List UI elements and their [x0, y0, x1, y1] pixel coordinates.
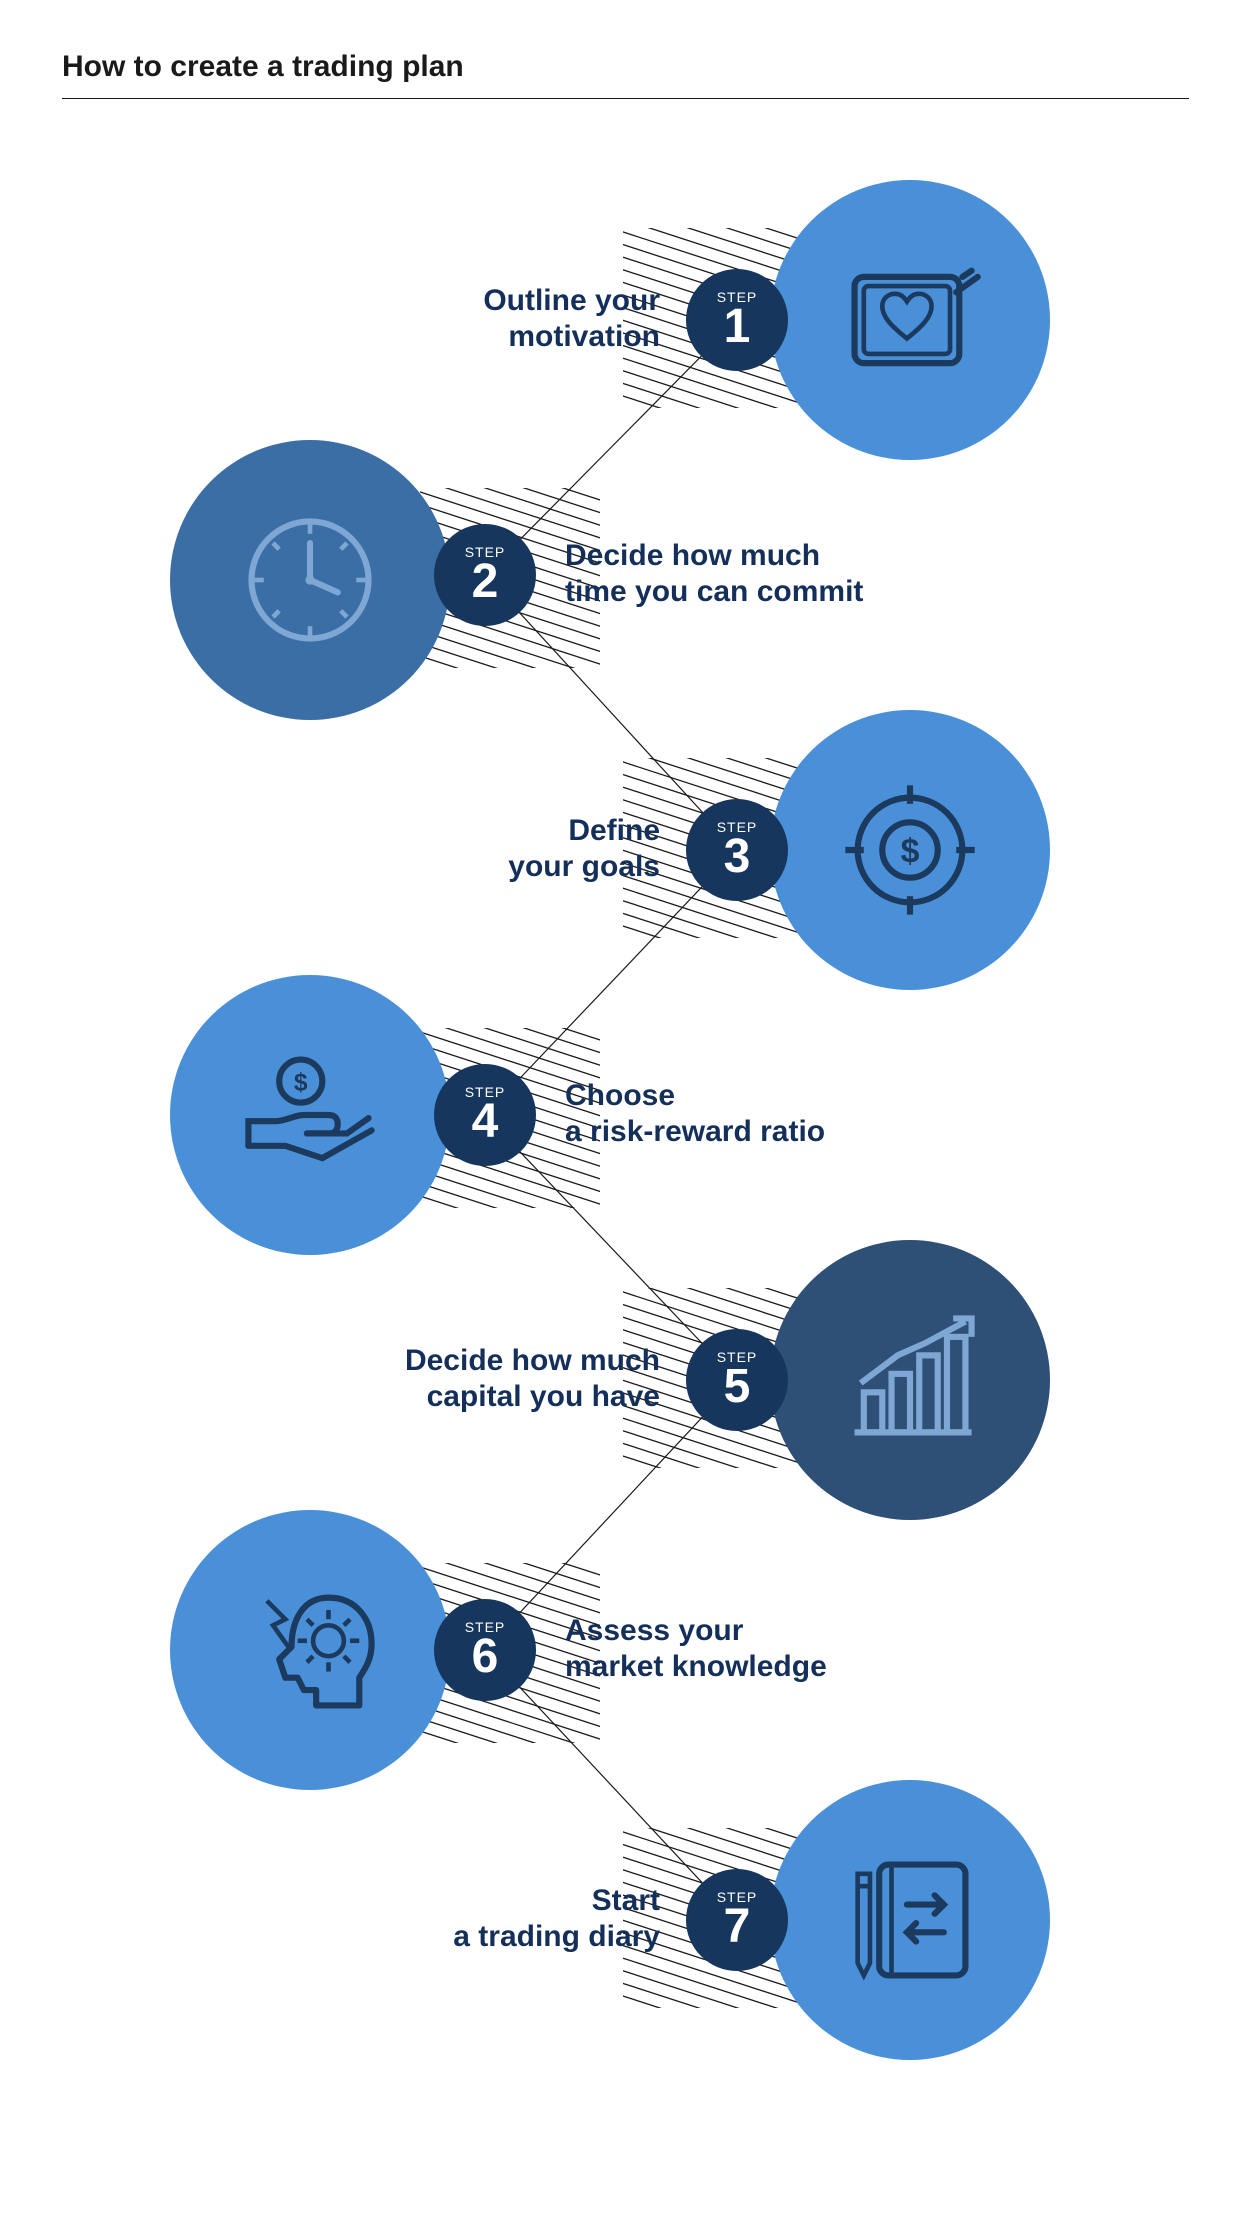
step-badge: STEP1	[686, 269, 788, 371]
step-icon-circle	[770, 1780, 1050, 2060]
step-text: Outline your motivation	[340, 283, 660, 355]
step-badge: STEP4	[434, 1064, 536, 1166]
step-badge: STEP2	[434, 524, 536, 626]
step-icon-circle	[170, 975, 450, 1255]
step-text: Assess your market knowledge	[565, 1613, 985, 1685]
step-badge-number: 3	[724, 833, 751, 881]
step-icon-circle	[770, 710, 1050, 990]
step-badge-number: 4	[472, 1098, 499, 1146]
step-text: Choose a risk-reward ratio	[565, 1078, 985, 1150]
clock-icon	[233, 503, 387, 657]
step-text: Define your goals	[340, 813, 660, 885]
step-badge-number: 5	[724, 1363, 751, 1411]
step-text: Decide how much capital you have	[300, 1343, 660, 1415]
chart-up-icon	[833, 1303, 987, 1457]
step-badge: STEP3	[686, 799, 788, 901]
step-icon-circle	[170, 440, 450, 720]
step-badge: STEP7	[686, 1869, 788, 1971]
step-badge-number: 1	[724, 303, 751, 351]
step-badge-number: 7	[724, 1903, 751, 1951]
step-badge-number: 2	[472, 558, 499, 606]
step-icon-circle	[770, 1240, 1050, 1520]
page-title: How to create a trading plan	[62, 50, 1189, 99]
step-icon-circle	[170, 1510, 450, 1790]
step-badge: STEP6	[434, 1599, 536, 1701]
notebook-arrows-icon	[833, 1843, 987, 1997]
target-dollar-icon	[833, 773, 987, 927]
step-badge: STEP5	[686, 1329, 788, 1431]
hand-coin-icon	[233, 1038, 387, 1192]
infographic-page: How to create a trading plan STEP1 Outlin…	[0, 0, 1251, 2232]
step-text: Decide how much time you can commit	[565, 538, 985, 610]
step-text: Start a trading diary	[340, 1883, 660, 1955]
head-gear-icon	[233, 1573, 387, 1727]
step-badge-number: 6	[472, 1633, 499, 1681]
step-icon-circle	[770, 180, 1050, 460]
tablet-heart-icon	[833, 243, 987, 397]
